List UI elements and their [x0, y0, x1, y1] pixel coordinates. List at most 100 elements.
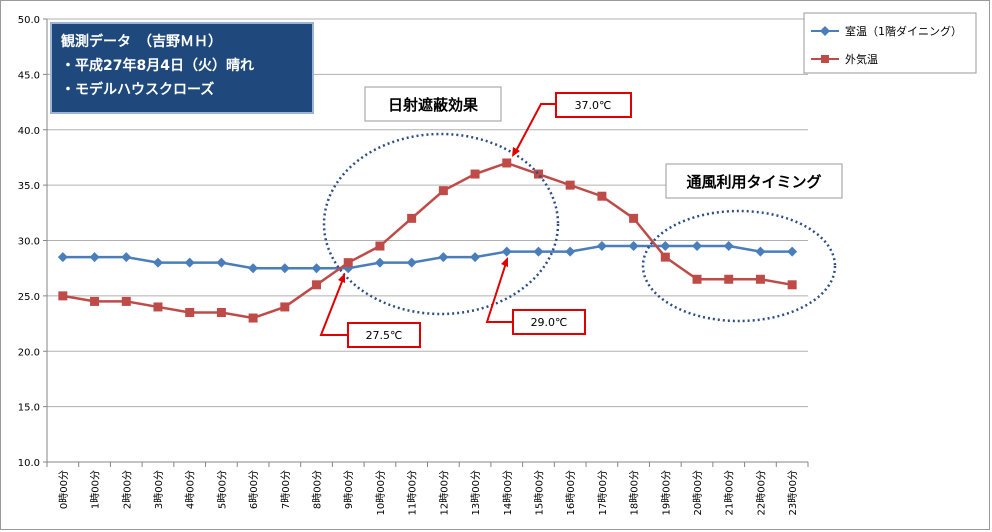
x-axis-tick-labels: 0時00分 1時00分 2時00分 3時00分 4時00分 5時00分 6時00分 7時00分… [58, 470, 799, 515]
x-tick-label: 12時00分 [438, 470, 450, 515]
legend-label-room: 室温（1階ダイニング） [845, 24, 962, 38]
point-outside [90, 296, 100, 306]
point-outside [375, 241, 385, 251]
series-lines [57, 158, 798, 323]
point-outside [407, 213, 417, 223]
point-room [311, 263, 322, 274]
point-outside [533, 169, 543, 179]
point-room [470, 252, 481, 263]
series-line-0 [62, 244, 793, 270]
ventilation-ellipse [641, 209, 837, 323]
point-room [248, 263, 259, 274]
callout-room-14: 29.0℃ [485, 257, 586, 335]
x-tick-label: 8時00分 [312, 470, 324, 509]
shading-label: 日射遮蔽効果 [388, 96, 479, 114]
axes [43, 18, 809, 467]
x-tick-label: 23時00分 [787, 470, 799, 515]
title-line-1: 観測データ （吉野ＭＨ） [61, 33, 222, 50]
point-outside [629, 213, 639, 223]
x-tick-label: 17時00分 [597, 470, 609, 515]
y-tick-label: 45.0 [18, 70, 40, 81]
series-line-1 [62, 161, 793, 320]
point-room [660, 241, 671, 252]
x-tick-label: 6時00分 [248, 470, 260, 509]
grid-lines [47, 18, 808, 463]
x-tick-label: 19時00分 [660, 470, 672, 515]
legend: 室温（1階ダイニング） 外気温 [803, 12, 977, 74]
x-tick-label: 1時00分 [90, 470, 102, 509]
ventilation-label: 通風利用タイミング [686, 173, 821, 191]
title-line-3: ・モデルハウスクローズ [61, 81, 214, 98]
y-tick-label: 35.0 [18, 181, 40, 192]
point-room [628, 241, 639, 252]
x-tick-label: 4時00分 [185, 470, 197, 509]
ventilation-label-box: 通風利用タイミング [665, 163, 843, 199]
point-room [533, 246, 544, 257]
y-tick-label: 20.0 [18, 347, 40, 358]
point-room [406, 257, 417, 268]
point-room [121, 252, 132, 263]
point-room [438, 252, 449, 263]
point-room [216, 257, 227, 268]
y-axis-tick-labels: 10.0 15.0 20.0 25.0 30.0 35.0 40.0 45.0 50.0 [18, 15, 40, 469]
shading-label-box: 日射遮蔽効果 [364, 86, 502, 122]
point-room [89, 252, 100, 263]
legend-label-outside: 外気温 [845, 52, 878, 66]
point-room [184, 257, 195, 268]
point-room [374, 257, 385, 268]
y-tick-label: 40.0 [18, 126, 40, 137]
x-tick-label: 0時00分 [58, 470, 70, 509]
point-outside [755, 274, 765, 284]
legend-marker-room [820, 26, 830, 36]
point-outside [724, 274, 734, 284]
point-outside [470, 169, 480, 179]
point-outside [787, 280, 797, 290]
point-outside [692, 274, 702, 284]
point-outside [597, 191, 607, 201]
point-room [279, 263, 290, 274]
y-tick-label: 30.0 [18, 237, 40, 248]
point-room [565, 246, 576, 257]
x-tick-label: 20時00分 [692, 470, 704, 515]
x-tick-label: 21時00分 [724, 470, 736, 515]
point-outside [216, 307, 226, 317]
callout-room-9: 27.5℃ [319, 273, 421, 348]
x-tick-label: 14時00分 [502, 470, 514, 515]
x-tick-label: 10時00分 [375, 470, 387, 515]
point-room [692, 241, 703, 252]
point-outside [153, 302, 163, 312]
point-room [57, 252, 68, 263]
point-outside [502, 158, 512, 168]
point-room [152, 257, 163, 268]
point-outside [185, 307, 195, 317]
x-tick-label: 16時00分 [565, 470, 577, 515]
y-tick-label: 10.0 [18, 458, 40, 469]
x-tick-label: 22時00分 [755, 470, 767, 515]
point-outside [343, 258, 353, 268]
point-outside [660, 252, 670, 262]
callout-outside-peak-label: 37.0℃ [575, 99, 612, 112]
y-tick-label: 50.0 [18, 15, 40, 26]
x-tick-label: 18時00分 [629, 470, 641, 515]
x-tick-label: 11時00分 [407, 470, 419, 515]
point-room [501, 246, 512, 257]
x-tick-label: 7時00分 [280, 470, 292, 509]
point-outside [248, 313, 258, 323]
x-tick-label: 3時00分 [153, 470, 165, 509]
y-tick-label: 25.0 [18, 292, 40, 303]
x-tick-label: 13時00分 [470, 470, 482, 515]
point-outside [280, 302, 290, 312]
point-outside [121, 296, 131, 306]
title-box: 観測データ （吉野ＭＨ） ・平成27年8月4日（火）晴れ ・モデルハウスクローズ [50, 22, 314, 114]
point-outside [58, 291, 68, 301]
shading-ellipse [322, 132, 560, 316]
point-room [755, 246, 766, 257]
point-room [787, 246, 798, 257]
y-tick-label: 15.0 [18, 403, 40, 414]
x-tick-label: 2時00分 [121, 470, 133, 509]
title-line-2: ・平成27年8月4日（火）晴れ [61, 57, 254, 74]
legend-marker-outside [821, 55, 829, 63]
callout-room-14-label: 29.0℃ [531, 316, 568, 329]
